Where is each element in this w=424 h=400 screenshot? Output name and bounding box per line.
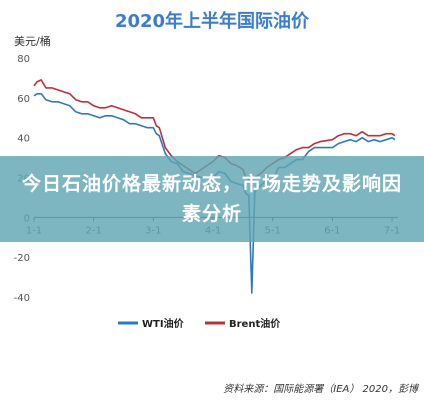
- legend-label: Brent油价: [229, 317, 281, 330]
- y-tick-label: 60: [17, 94, 30, 105]
- source-note: 资料来源：国际能源署（IEA） 2020，彭博: [223, 383, 420, 395]
- chart-title: 2020年上半年国际油价: [115, 10, 310, 32]
- y-tick-label: 40: [17, 134, 30, 145]
- y-tick-label: 80: [17, 54, 30, 65]
- legend: WTI油价 Brent油价: [118, 317, 281, 330]
- y-tick-label: -20: [14, 253, 30, 264]
- headline-banner: 今日石油价格最新动态，市场走势及影响因素分析: [0, 156, 424, 242]
- headline-text: 今日石油价格最新动态，市场走势及影响因素分析: [22, 173, 403, 225]
- y-tick-label: -40: [14, 293, 30, 304]
- y-axis-unit-label: 美元/桶: [14, 34, 51, 48]
- legend-label: WTI油价: [142, 317, 185, 330]
